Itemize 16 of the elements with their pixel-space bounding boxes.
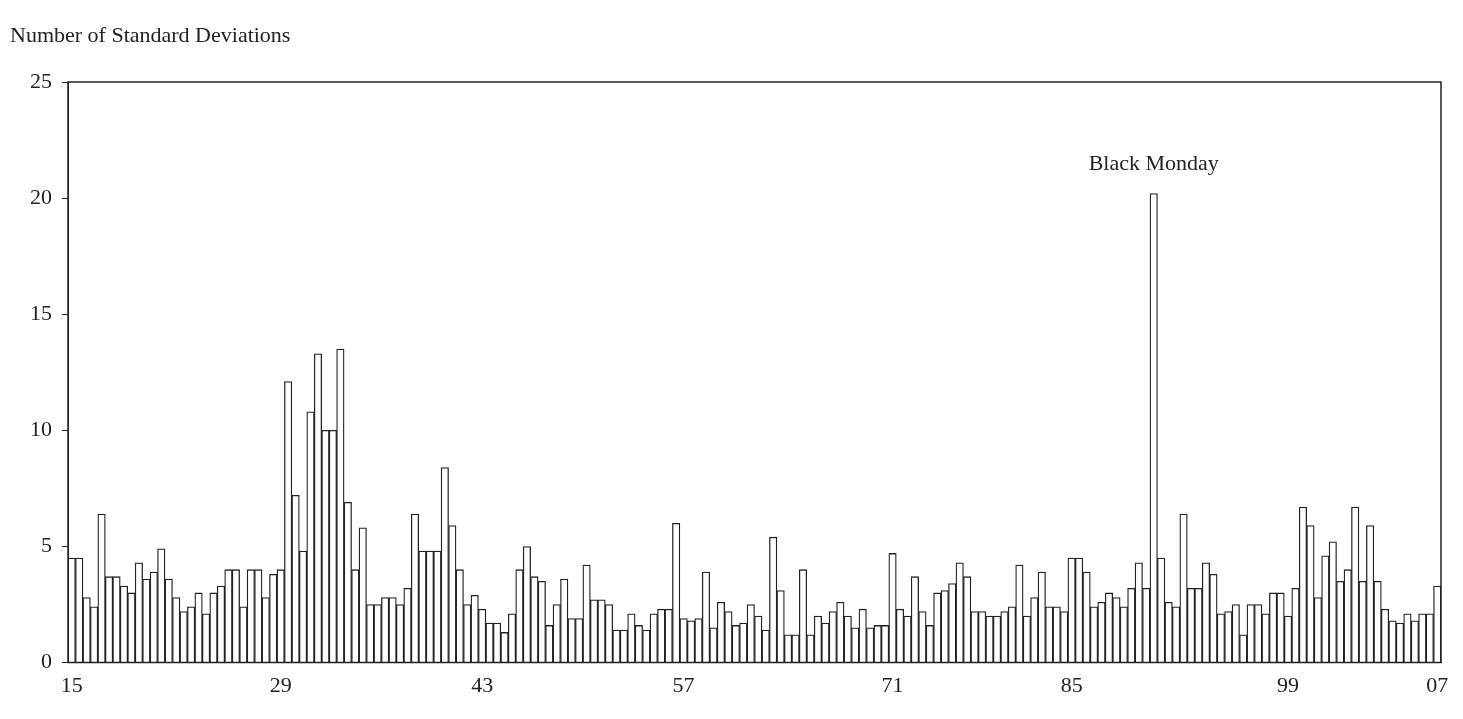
y-tick-label: 10 — [30, 416, 52, 442]
y-tick-label: 15 — [30, 300, 52, 326]
x-tick-label: 43 — [471, 671, 494, 697]
x-tick-label: 07 — [1426, 671, 1449, 697]
x-tick-label: 29 — [269, 671, 292, 697]
x-tick-label: 15 — [60, 671, 83, 697]
y-tick-label: 25 — [30, 67, 52, 93]
y-tick-label: 5 — [41, 532, 52, 558]
x-tick-label: 85 — [1060, 671, 1083, 697]
y-tick-label: 20 — [30, 183, 52, 209]
x-tick-label: 71 — [881, 671, 904, 697]
x-tick-label: 57 — [672, 671, 695, 697]
y-tick-label: 0 — [41, 648, 52, 674]
y-axis-title: Number of Standard Deviations — [10, 22, 291, 48]
x-tick-label: 99 — [1277, 671, 1300, 697]
annotation: Black Monday — [1088, 150, 1219, 176]
